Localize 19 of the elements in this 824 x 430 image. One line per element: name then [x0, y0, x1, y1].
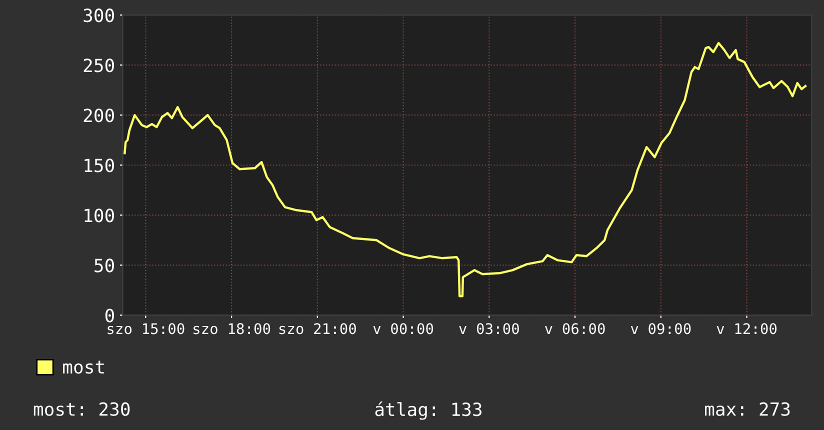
legend-label: most	[63, 360, 104, 374]
x-tick-label: szo 15:00	[108, 323, 184, 334]
y-tick-label: 150	[84, 158, 114, 172]
x-tick-label: v 12:00	[716, 323, 777, 334]
x-tick-label: v 09:00	[630, 323, 691, 334]
x-tick-label: szo 21:00	[279, 323, 356, 334]
x-tick-label: v 00:00	[373, 323, 434, 334]
x-tick-label: v 06:00	[545, 323, 605, 334]
y-tick-label: 250	[84, 58, 114, 72]
x-tick-label: v 03:00	[459, 323, 519, 334]
y-tick-label: 200	[84, 108, 114, 122]
y-tick-label: 50	[94, 258, 114, 272]
y-tick-label: 0	[105, 308, 114, 322]
text: max: 273	[705, 402, 790, 416]
text: most: 230	[34, 402, 130, 416]
x-tick-label: szo 18:00	[194, 323, 270, 334]
y-tick-label: 300	[84, 8, 114, 22]
text: átlag: 133	[375, 401, 482, 420]
y-tick-label: 100	[84, 208, 114, 222]
